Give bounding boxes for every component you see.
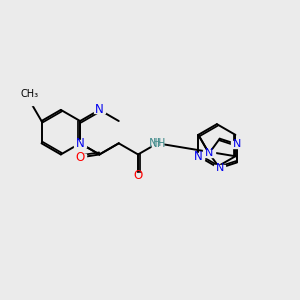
Bar <box>193 153 204 160</box>
Bar <box>30 102 33 105</box>
Bar <box>231 141 243 148</box>
Text: N: N <box>95 103 104 116</box>
Bar <box>214 165 225 171</box>
Text: N: N <box>205 148 213 158</box>
Bar <box>74 140 86 147</box>
Bar <box>132 172 144 179</box>
Text: N: N <box>215 163 224 173</box>
Text: N: N <box>233 139 241 149</box>
Text: CH₃: CH₃ <box>21 89 39 99</box>
Text: N: N <box>76 137 85 150</box>
Text: O: O <box>76 151 85 164</box>
Text: O: O <box>134 169 143 182</box>
Bar <box>203 150 215 157</box>
Bar <box>74 154 86 161</box>
Text: N: N <box>194 150 203 163</box>
Bar <box>152 142 163 148</box>
Bar <box>152 140 163 147</box>
Bar <box>94 106 105 113</box>
Text: NH: NH <box>148 137 166 150</box>
Text: H: H <box>153 138 161 148</box>
